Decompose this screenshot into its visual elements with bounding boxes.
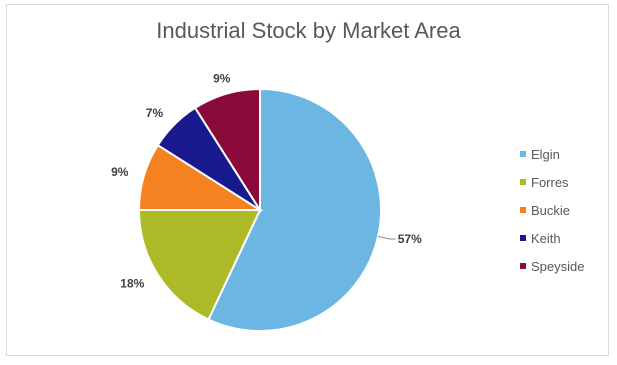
legend-swatch-speyside: [520, 263, 526, 269]
data-label-elgin: 57%: [398, 232, 422, 246]
legend: Elgin Forres Buckie Keith Speyside: [520, 147, 584, 274]
legend-label-forres: Forres: [531, 175, 569, 190]
leader-lines: [377, 235, 396, 240]
legend-label-keith: Keith: [531, 231, 561, 246]
legend-label-buckie: Buckie: [531, 203, 570, 218]
pie-slice-forres: [137, 209, 262, 321]
legend-swatch-elgin: [520, 151, 526, 157]
data-label-forres: 18%: [120, 276, 144, 290]
data-label-speyside: 9%: [213, 71, 231, 85]
legend-swatch-forres: [520, 179, 526, 185]
data-label-keith: 7%: [146, 106, 164, 120]
data-labels: 57% 18% 9% 7% 9%: [111, 71, 422, 290]
data-label-buckie: 9%: [111, 165, 129, 179]
chart-title: Industrial Stock by Market Area: [156, 18, 461, 43]
pie-slice-speyside: [193, 87, 261, 214]
leader-line-elgin: [377, 235, 396, 240]
pie-slices: [137, 87, 382, 332]
legend-swatch-buckie: [520, 207, 526, 213]
legend-label-speyside: Speyside: [531, 259, 584, 274]
legend-label-elgin: Elgin: [531, 147, 560, 162]
legend-swatch-keith: [520, 235, 526, 241]
